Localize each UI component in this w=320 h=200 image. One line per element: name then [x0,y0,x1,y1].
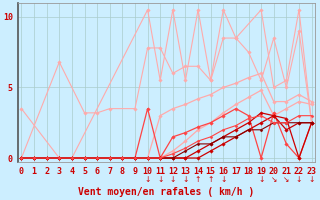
Text: ↓: ↓ [308,175,315,184]
Text: ↓: ↓ [258,175,264,184]
Text: ↘: ↘ [270,175,277,184]
Text: ↓: ↓ [220,175,227,184]
Text: ↓: ↓ [157,175,164,184]
Text: ↑: ↑ [195,175,201,184]
X-axis label: Vent moyen/en rafales ( km/h ): Vent moyen/en rafales ( km/h ) [78,187,255,197]
Text: ↓: ↓ [144,175,151,184]
Text: ↓: ↓ [182,175,188,184]
Text: ↓: ↓ [170,175,176,184]
Text: ↑: ↑ [207,175,214,184]
Text: ↘: ↘ [283,175,290,184]
Text: ↓: ↓ [296,175,302,184]
